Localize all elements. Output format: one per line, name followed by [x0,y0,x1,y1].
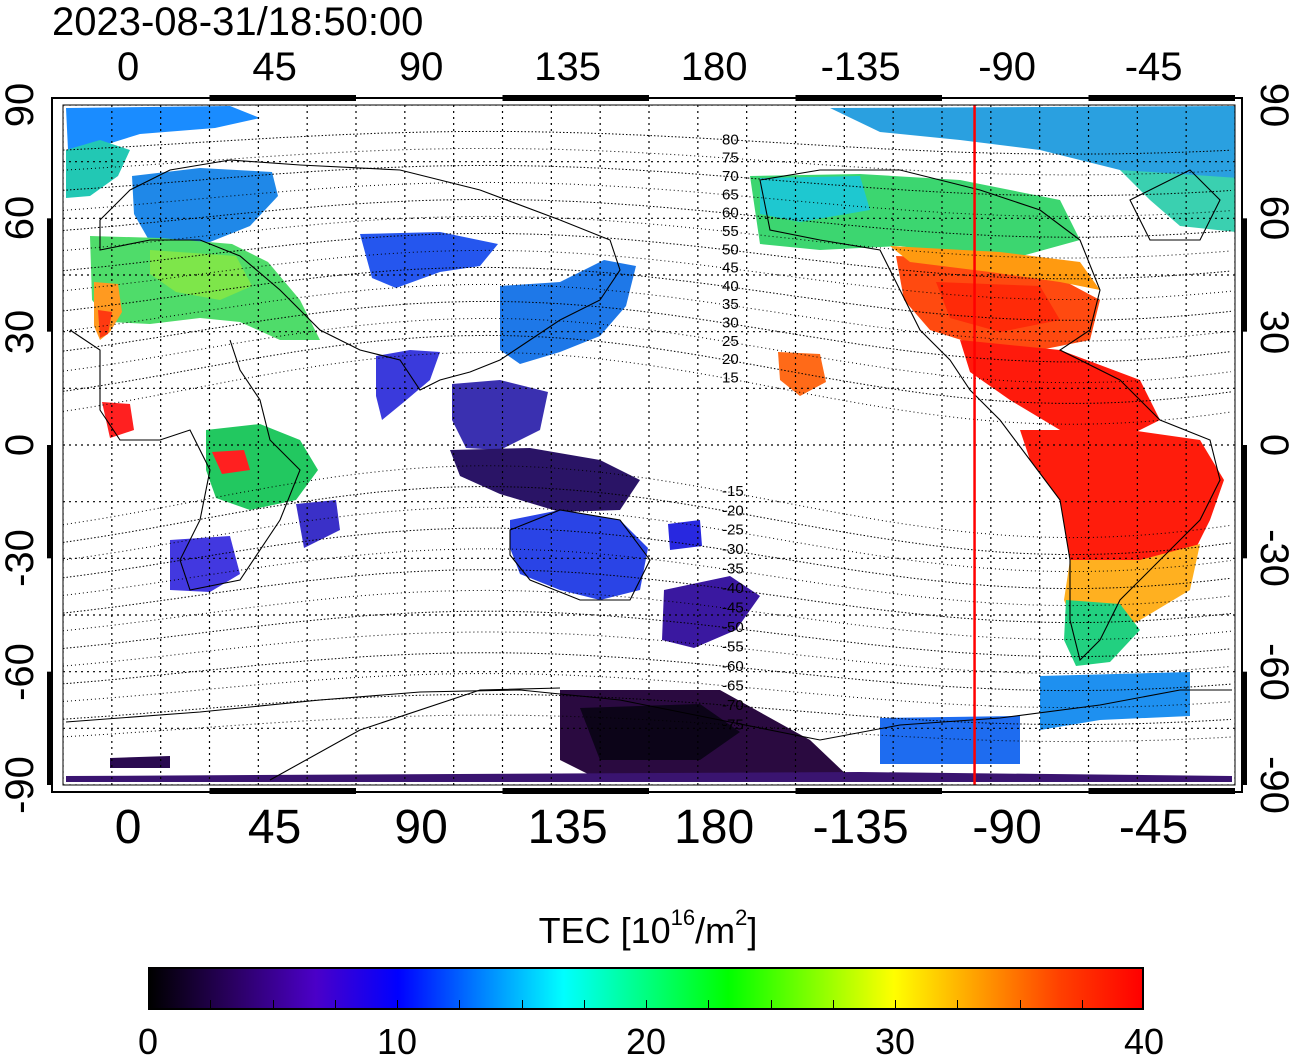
top-lon-tick-3: 135 [534,45,601,89]
mag-lat-label-1: 75 [722,150,739,167]
colorbar-title: TEC [1016/m2] [538,905,758,952]
tec-region-central-america [960,340,1160,440]
colorbar-tick-3: 30 [874,1021,916,1062]
bottom-lon-tick-4: 180 [674,801,755,854]
colorbar-minor-tick [334,1000,336,1008]
mag-lat-label-25: -70 [722,697,744,714]
colorbar-minor-tick [770,1000,772,1008]
mag-lat-label-13: 15 [722,369,739,386]
mag-lat-label-23: -60 [722,658,744,675]
colorbar-minor-tick [521,1000,523,1008]
mag-lat-label-19: -40 [722,580,744,597]
top-lon-tick-2: 90 [398,45,444,89]
mag-lat-label-24: -65 [722,677,744,694]
mag-lat-label-9: 35 [722,296,739,313]
top-lon-tick-5: -135 [820,45,901,89]
bottom-lon-tick-7: -45 [1118,801,1189,854]
colorbar-minor-tick [646,1000,647,1008]
tec-region-east-africa-core [212,450,250,474]
mag-lat-label-7: 45 [722,260,739,277]
mag-lat-label-18: -35 [722,561,744,578]
tec-region-patagonia [1064,600,1140,666]
bottom-lon-tick-2: 90 [394,801,448,854]
colorbar-tick-1: 10 [376,1021,418,1062]
top-lon-tick-4: 180 [680,45,748,89]
mag-lat-label-16: -25 [722,522,744,539]
mag-lat-label-6: 50 [722,241,739,258]
tec-region-north-africa [102,402,134,438]
map-inner-border [62,104,1236,786]
tec-region-new-zealand [662,576,760,648]
top-lon-tick-6: -90 [978,45,1037,89]
mag-lat-label-22: -55 [722,639,744,656]
top-lon-tick-7: -45 [1124,45,1183,89]
colorbar-minor-tick [210,1000,212,1008]
colorbar-minor-tick [1081,1000,1083,1008]
tec-region-iberia-core [98,310,112,338]
mag-lat-label-12: 20 [722,351,739,368]
mag-lat-label-5: 55 [722,223,739,240]
mag-lat-label-11: 25 [722,333,739,350]
tec-region-antarctica-west [110,756,170,768]
tec-region-east-africa [206,424,318,510]
axis-graduation-bars [47,95,1247,794]
mag-lat-label-20: -45 [722,600,744,617]
mag-lat-label-17: -30 [722,541,744,558]
colorbar-minor-tick [832,1000,834,1008]
tec-region-japan-china [500,260,636,364]
mag-lat-label-0: 80 [722,131,739,148]
colorbar-tick-2: 20 [625,1021,667,1062]
colorbar-minor-tick [397,1000,398,1008]
tec-region-usa-core [936,282,1060,332]
top-lon-tick-0: 0 [116,45,140,89]
colorbar-minor-tick [957,1000,959,1008]
mag-lat-label-2: 70 [722,168,739,185]
mag-lat-label-15: -20 [722,502,744,519]
tec-region-drake [1040,672,1190,730]
mag-lat-label-14: -15 [722,483,744,500]
tec-region-siberia [360,232,498,288]
bottom-lon-tick-1: 45 [247,801,302,854]
timestamp-title: 2023-08-31/18:50:00 [52,0,424,44]
colorbar-tick-0: 0 [137,1021,159,1062]
bottom-lon-tick-6: -90 [972,801,1042,854]
coastlines [65,159,1232,781]
mag-lat-label-8: 40 [722,278,739,295]
colorbar-minor-tick [583,1000,585,1008]
colorbar-minor-tick [895,1000,896,1008]
top-lon-tick-1: 45 [252,45,297,89]
colorbar-minor-tick [708,1000,710,1008]
magnetic-latitude-contours [63,130,1232,743]
tec-region-madagascar [296,500,340,548]
bottom-lon-tick-0: 0 [114,801,142,854]
bottom-lon-tick-3: 135 [527,801,608,854]
tec-region-alaska [760,176,870,222]
tec-region-australia [510,510,648,600]
colorbar-tick-4: 40 [1123,1021,1165,1062]
colorbar-minor-tick [1019,1000,1021,1008]
tec-region-arctic-europe [66,106,260,150]
tec-region-antarctica-core [580,704,740,760]
bottom-lon-tick-5: -135 [812,801,909,854]
tec-region-se-asia [452,380,548,450]
tec-region-india [376,350,440,420]
tec-data-layer [66,106,1235,782]
colorbar-minor-tick [272,1000,274,1008]
mag-lat-label-10: 30 [722,315,739,332]
tec-region-south-pacific [880,716,1020,764]
mag-lat-label-21: -50 [722,619,744,636]
colorbar-minor-tick [459,1000,461,1008]
mag-lat-label-26: -75 [722,716,744,733]
tec-region-scandinavia [132,168,278,246]
mag-lat-label-3: 65 [722,186,739,203]
tec-region-indonesia [450,448,640,512]
mag-lat-label-4: 60 [722,205,739,222]
tec-region-arctic-europe-2 [66,140,130,198]
tec-region-pacific-islands [668,520,702,550]
tec-region-south-africa [170,536,240,592]
